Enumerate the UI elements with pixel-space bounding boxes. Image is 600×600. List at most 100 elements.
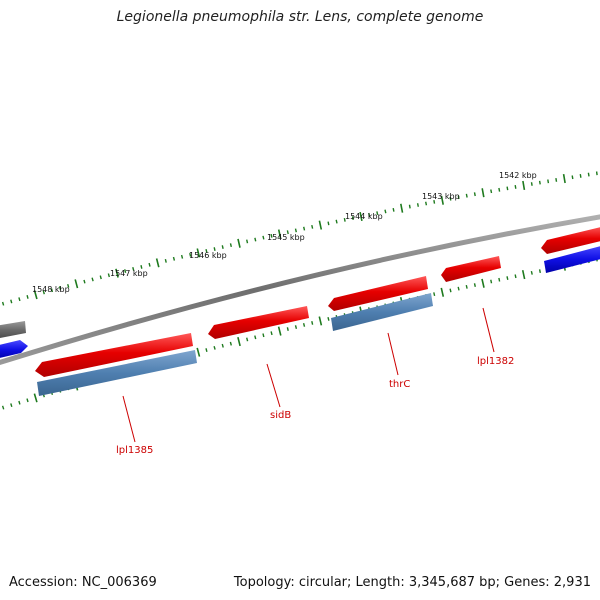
inner-tick [302,323,306,327]
gene-blue-right[interactable] [544,245,600,273]
kbp-label-1548: 1548 kbp [32,285,70,294]
outer-tick [587,172,590,177]
gene-lpl1385-rna[interactable] [37,350,197,396]
inner-tick [229,341,232,346]
outer-tick [530,182,533,186]
kbp-label-1545: 1545 kbp [267,233,305,242]
outer-tick [83,279,86,284]
outer-tick [18,297,21,302]
outer-tick [107,273,110,278]
inner-tick [538,269,541,274]
outer-tick [335,219,338,224]
outer-tick [221,245,224,249]
outer-tick [571,175,574,180]
outer-tick [26,295,29,299]
gene-label-lpl1382: lpl1382 [477,356,514,367]
outer-tick [400,203,404,213]
outer-tick [465,193,468,198]
outer-tick [490,189,493,194]
outer-tick [522,180,526,191]
outer-tick [457,195,460,200]
outer-tick [33,290,38,300]
inner-tick [10,403,13,407]
gene-labels: lpl1385 sidB thrC lpl1382 [116,356,514,456]
outer-tick [164,258,167,263]
gene-lpl1385[interactable] [35,333,193,377]
inner-tick [277,326,282,336]
inner-tick [26,398,29,403]
outer-tick [270,233,273,238]
outer-tick [10,299,13,304]
outer-tick [148,262,151,267]
gene-thrC[interactable] [328,276,428,311]
gene-blue-left[interactable] [0,340,28,359]
outer-tick [74,279,79,289]
kbp-label-1543: 1543 kbp [422,192,460,201]
inner-tick [213,346,216,350]
leader-line-sidB [266,363,281,408]
outer-tick [368,212,371,217]
inner-tick [1,405,5,410]
gene-label-lpl1385: lpl1385 [116,445,153,456]
inner-tick [254,335,257,340]
inner-tick [237,337,241,347]
outer-tick [425,201,428,206]
outer-tick-ring [1,171,598,306]
outer-tick [481,188,485,198]
outer-tick [318,220,323,230]
outer-tick [555,177,558,182]
outer-tick [440,195,444,205]
outer-tick [277,229,282,239]
inner-tick [246,337,249,342]
outer-tick [595,171,598,176]
outer-tick [229,243,232,248]
gene-label-thrC: thrC [389,379,410,390]
outer-tick [196,248,201,258]
outer-tick [155,258,160,268]
gene-features[interactable] [0,226,600,396]
inner-tick [498,277,501,282]
genome-backbone [0,214,600,366]
kbp-label-1547: 1547 kbp [110,269,148,278]
kbp-labels: 1548 kbp 1547 kbp 1546 kbp 1545 kbp 1544… [32,171,537,294]
inner-tick [311,321,314,325]
outer-tick [91,277,94,282]
outer-tick [42,290,45,295]
accession-text: Accession: NC_006369 [9,575,157,590]
outer-tick [180,254,184,259]
gene-grey-left[interactable] [0,321,26,339]
inner-tick [440,287,445,297]
outer-tick [246,239,249,244]
inner-tick [506,276,509,280]
inner-tick [449,288,452,293]
outer-tick [384,209,387,214]
gene-red-right[interactable] [541,226,600,254]
gene-sidB[interactable] [208,306,309,339]
inner-tick [286,327,289,331]
outer-tick [254,237,257,242]
inner-tick [18,400,21,405]
leader-line-lpl1385 [122,395,136,443]
inner-tick [521,270,526,280]
inner-tick [457,286,460,291]
outer-tick [351,216,354,221]
outer-tick [514,184,517,189]
gene-thrC-rna[interactable] [331,293,433,331]
outer-tick [547,179,550,184]
gene-lpl1382[interactable] [441,256,501,282]
gene-label-sidB: sidB [270,410,291,421]
kbp-label-1546: 1546 kbp [189,251,227,260]
outer-tick [303,226,306,231]
outer-tick [115,268,119,278]
kbp-label-1544: 1544 kbp [345,212,383,221]
inner-tick [262,333,265,338]
outer-tick [311,224,314,229]
outer-tick [538,180,541,185]
outer-tick [473,192,476,197]
inner-tick [318,316,323,326]
outer-tick [449,196,452,201]
outer-tick [433,199,436,204]
outer-tick [67,284,70,288]
